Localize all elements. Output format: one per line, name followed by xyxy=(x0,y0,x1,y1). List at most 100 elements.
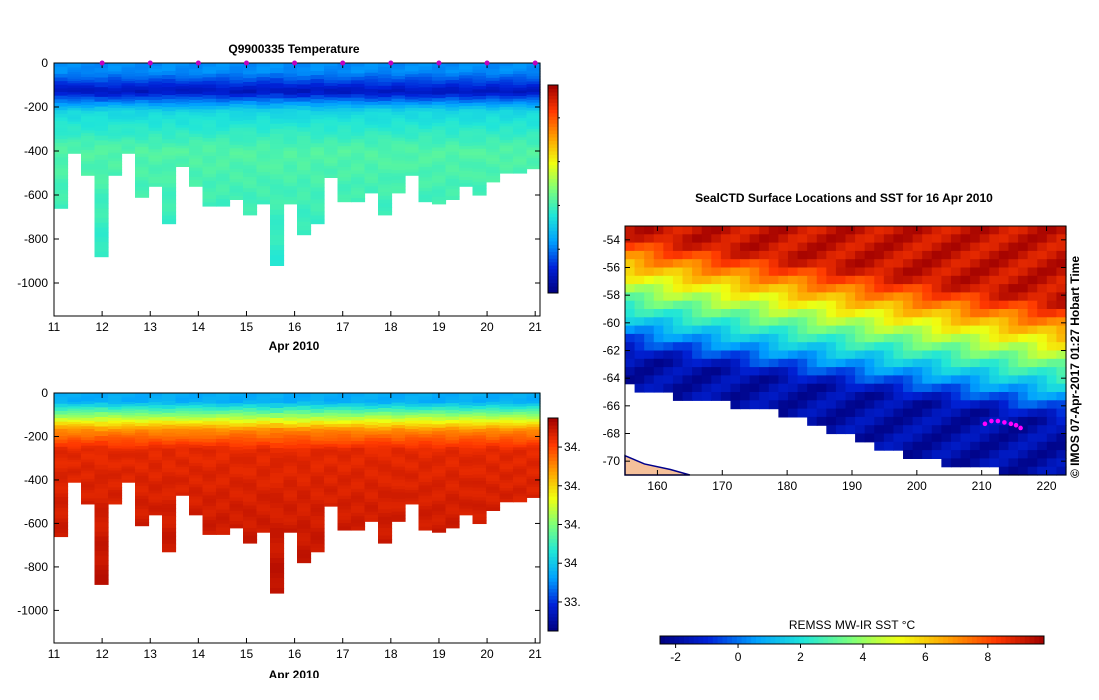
section-cell xyxy=(405,498,420,502)
section-cell xyxy=(472,125,487,130)
sst-cell xyxy=(1027,383,1038,393)
sst-cell xyxy=(816,226,827,235)
section-cell xyxy=(526,131,541,135)
section-cell xyxy=(175,153,190,157)
sst-cell xyxy=(1018,416,1029,426)
sst-cell xyxy=(720,309,732,318)
sst-cell xyxy=(893,275,904,285)
section-cell xyxy=(94,455,109,461)
section-cell xyxy=(310,171,325,177)
section-cell xyxy=(445,165,460,170)
section-cell xyxy=(270,398,285,404)
section-cell xyxy=(378,411,393,417)
sst-cell xyxy=(1046,433,1058,443)
sst-cell xyxy=(1056,400,1067,410)
sst-cell xyxy=(759,284,770,293)
section-cell xyxy=(175,405,190,409)
colorbar-segment xyxy=(548,599,558,604)
sst-cell xyxy=(778,259,789,269)
section-cell xyxy=(67,408,82,412)
section-cell xyxy=(405,172,420,176)
sst-cell xyxy=(931,333,942,343)
colorbar-segment xyxy=(924,636,930,644)
colorbar-tick-label: 6 xyxy=(922,650,929,664)
section-cell xyxy=(526,455,541,459)
sst-cell xyxy=(931,375,942,385)
section-cell xyxy=(121,421,136,425)
section-cell xyxy=(94,101,109,108)
section-cell xyxy=(135,393,150,397)
sst-cell xyxy=(1027,342,1038,352)
colorbar-segment xyxy=(548,474,558,479)
section-cell xyxy=(324,165,339,170)
section-cell xyxy=(513,439,528,443)
section-cell xyxy=(216,530,231,535)
sst-cell xyxy=(931,250,942,260)
section-cell xyxy=(432,161,447,166)
section-cell xyxy=(297,482,312,487)
section-cell xyxy=(256,486,271,491)
sst-cell xyxy=(807,333,818,343)
section-cell xyxy=(229,175,244,180)
sst-cell xyxy=(720,300,732,310)
section-cell xyxy=(121,453,136,456)
section-cell xyxy=(445,107,460,112)
section-cell xyxy=(81,395,96,400)
section-cell xyxy=(81,158,96,162)
section-cell xyxy=(513,131,528,136)
section-cell xyxy=(108,105,123,109)
section-cell xyxy=(108,429,123,433)
section-cell xyxy=(216,73,231,78)
sst-cell xyxy=(998,425,1010,435)
section-cell xyxy=(513,477,528,481)
section-cell xyxy=(445,467,460,472)
sst-cell xyxy=(787,250,799,260)
section-cell xyxy=(405,68,420,73)
sst-cell xyxy=(1046,425,1058,435)
section-cell xyxy=(243,453,258,458)
section-cell xyxy=(432,417,447,422)
section-cell xyxy=(162,504,177,509)
sst-cell xyxy=(1056,267,1067,277)
sst-cell xyxy=(845,375,856,385)
section-cell xyxy=(270,428,285,434)
sst-cell xyxy=(1056,358,1067,368)
sst-cell xyxy=(970,367,981,376)
section-cell xyxy=(513,71,528,75)
section-cell xyxy=(175,469,190,473)
sst-cell xyxy=(749,284,760,293)
section-cell xyxy=(432,427,447,432)
section-cell xyxy=(310,187,325,193)
sst-cell xyxy=(1027,392,1038,401)
section-cell xyxy=(81,133,96,137)
section-cell xyxy=(108,163,123,168)
section-cell xyxy=(513,87,528,92)
colorbar-segment xyxy=(548,574,558,579)
section-cell xyxy=(526,152,541,156)
section-cell xyxy=(324,401,339,405)
section-cell xyxy=(216,520,231,525)
sst-cell xyxy=(759,234,770,244)
sst-cell xyxy=(855,433,866,443)
section-cell xyxy=(202,145,217,150)
y-tick-label: -800 xyxy=(24,560,48,574)
sst-cell xyxy=(960,433,971,443)
section-cell xyxy=(243,180,258,186)
section-cell xyxy=(405,71,420,75)
section-cell xyxy=(189,121,204,126)
colorbar-segment xyxy=(548,286,558,291)
sst-cell xyxy=(979,416,990,426)
section-cell xyxy=(270,578,285,584)
section-cell xyxy=(135,499,150,504)
sst-cell xyxy=(797,350,808,360)
section-cell xyxy=(364,418,379,423)
section-cell xyxy=(202,141,217,146)
colorbar-segment xyxy=(548,503,558,508)
sst-cell xyxy=(941,250,952,260)
section-cell xyxy=(283,459,298,464)
section-cell xyxy=(364,514,379,519)
section-cell xyxy=(486,122,501,126)
section-cell xyxy=(135,462,150,467)
section-cell xyxy=(472,461,487,466)
section-cell xyxy=(175,88,190,93)
